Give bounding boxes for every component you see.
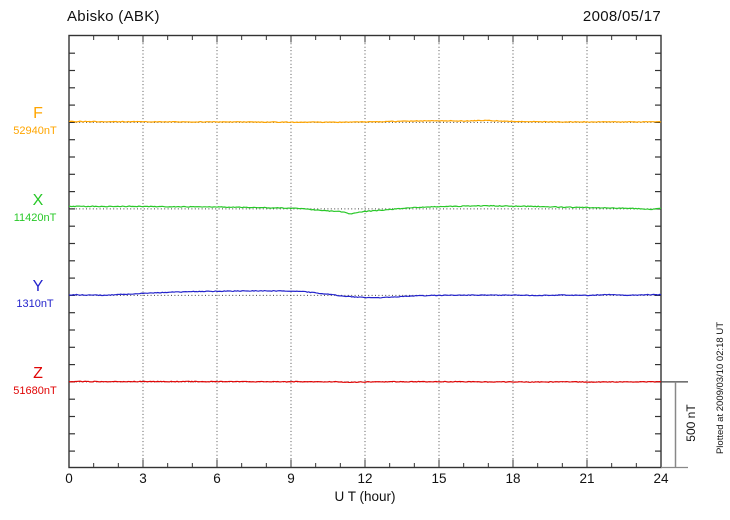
x-tick-label-24: 24	[653, 471, 669, 486]
scale-bar-label: 500 nT	[684, 404, 698, 442]
x-tick-label-3: 3	[139, 471, 147, 486]
component-baseline-F: 52940nT	[13, 125, 57, 138]
component-baseline-Y: 1310nT	[16, 298, 54, 311]
component-baseline-Z: 51680nT	[13, 384, 57, 397]
x-axis-label: U T (hour)	[334, 489, 396, 504]
component-letter-X: X	[32, 191, 44, 209]
component-letter-Y: Y	[32, 278, 44, 296]
component-letter-F: F	[33, 105, 43, 123]
station-title: Abisko (ABK)	[67, 8, 160, 25]
x-tick-label-21: 21	[579, 471, 595, 486]
trace-X	[68, 204, 661, 215]
trace-Y	[68, 289, 662, 299]
plotted-at-note: Plotted at 2009/03/10 02:18 UT	[715, 321, 726, 455]
x-tick-label-0: 0	[65, 471, 73, 486]
x-tick-label-9: 9	[287, 471, 295, 486]
plot-date: 2008/05/17	[582, 8, 661, 25]
x-tick-label-12: 12	[357, 471, 373, 486]
x-tick-label-15: 15	[431, 471, 447, 486]
trace-F	[68, 119, 662, 124]
component-letter-Z: Z	[33, 364, 43, 382]
component-baseline-X: 11420nT	[13, 211, 57, 224]
x-tick-label-18: 18	[505, 471, 521, 486]
x-tick-label-6: 6	[213, 471, 221, 486]
trace-Z	[68, 380, 662, 384]
